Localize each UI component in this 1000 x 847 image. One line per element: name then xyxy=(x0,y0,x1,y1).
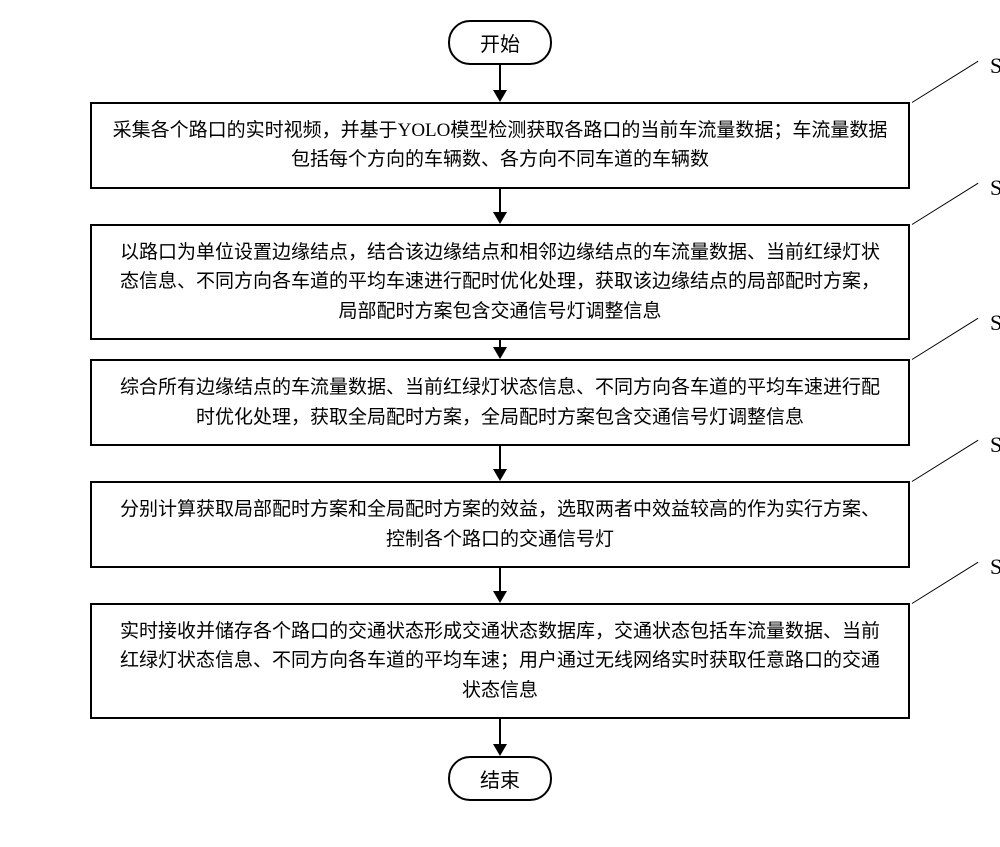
step-s2: 以路口为单位设置边缘结点，结合该边缘结点和相邻边缘结点的车流量数据、当前红绿灯状… xyxy=(90,224,910,340)
step-s3: 综合所有边缘结点的车流量数据、当前红绿灯状态信息、不同方向各车道的平均车速进行配… xyxy=(90,359,910,446)
label-s1: S1 xyxy=(990,49,1000,83)
step-s2-text: 以路口为单位设置边缘结点，结合该边缘结点和相邻边缘结点的车流量数据、当前红绿灯状… xyxy=(120,242,880,322)
label-s2: S2 xyxy=(990,171,1000,205)
arrow-0 xyxy=(493,65,507,102)
end-terminal: 结束 xyxy=(448,756,552,801)
arrow-3 xyxy=(493,446,507,481)
step-s5-text: 实时接收并储存各个路口的交通状态形成交通状态数据库，交通状态包括车流量数据、当前… xyxy=(120,621,880,701)
step-s5: 实时接收并储存各个路口的交通状态形成交通状态数据库，交通状态包括车流量数据、当前… xyxy=(90,603,910,719)
label-line-s2 xyxy=(912,183,979,225)
label-line-s1 xyxy=(912,61,979,103)
label-s5: S5 xyxy=(990,550,1000,584)
arrow-5 xyxy=(493,719,507,756)
step-s1: 采集各个路口的实时视频，并基于YOLO模型检测获取各路口的当前车流量数据；车流量… xyxy=(90,102,910,189)
label-line-s5 xyxy=(912,562,979,604)
step-s3-text: 综合所有边缘结点的车流量数据、当前红绿灯状态信息、不同方向各车道的平均车速进行配… xyxy=(120,377,880,427)
label-line-s4 xyxy=(912,440,979,482)
start-terminal: 开始 xyxy=(448,20,552,65)
step-s4: 分别计算获取局部配时方案和全局配时方案的效益，选取两者中效益较高的作为实行方案、… xyxy=(90,481,910,568)
label-line-s3 xyxy=(912,318,979,360)
step-s4-text: 分别计算获取局部配时方案和全局配时方案的效益，选取两者中效益较高的作为实行方案、… xyxy=(120,499,880,549)
flowchart-container: 开始 采集各个路口的实时视频，并基于YOLO模型检测获取各路口的当前车流量数据；… xyxy=(0,20,1000,801)
arrow-2 xyxy=(493,340,507,359)
arrow-1 xyxy=(493,189,507,224)
label-s4: S4 xyxy=(990,428,1000,462)
arrow-4 xyxy=(493,568,507,603)
label-s3: S3 xyxy=(990,306,1000,340)
step-s1-text: 采集各个路口的实时视频，并基于YOLO模型检测获取各路口的当前车流量数据；车流量… xyxy=(113,120,888,170)
